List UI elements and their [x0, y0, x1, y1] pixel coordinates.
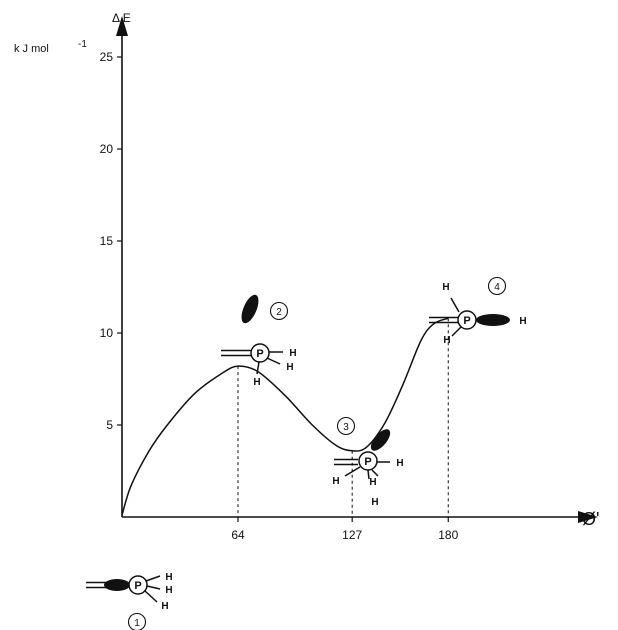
y-tick-label: 20 — [100, 142, 114, 156]
x-tick-label: 64 — [231, 528, 245, 542]
hydrogen-label: H — [369, 477, 376, 488]
bond-line — [145, 575, 161, 582]
phosphorus-label: P — [134, 580, 141, 592]
phosphorus-atom — [128, 575, 148, 595]
energy-curve — [121, 317, 449, 516]
lone-pair-lobe — [370, 429, 391, 451]
lone-pair-lobe — [241, 294, 259, 324]
y-axis-exponent: -1 — [78, 39, 87, 50]
axes — [116, 16, 598, 523]
hydrogen-label: H — [289, 348, 296, 359]
hydrogen-label: H — [286, 362, 293, 373]
conformer-number: 4 — [494, 282, 500, 293]
x-axis-arrow — [578, 511, 598, 523]
conformer-number-circle — [127, 612, 147, 630]
conformer-number: 1 — [134, 618, 140, 629]
y-axis-arrow — [116, 16, 128, 36]
ticks: 5 10 15 20 25 64 127 180 — [100, 50, 459, 542]
conformer-number-circle — [269, 301, 289, 321]
hydrogen-label: H — [519, 316, 526, 327]
hydrogen-label: H — [442, 282, 449, 293]
lone-pair-lobe — [476, 314, 510, 326]
bond-line — [256, 361, 260, 375]
y-axis-symbol: Δ E — [112, 11, 131, 25]
bond-line — [344, 466, 361, 477]
conformer-3: P HH HH3 — [332, 416, 404, 508]
hydrogen-label: H — [371, 497, 378, 508]
phosphorus-atom — [250, 343, 270, 363]
phosphorus-label: P — [364, 456, 371, 468]
x-tick-label: 180 — [438, 528, 458, 542]
conformer-number-circle — [487, 276, 507, 296]
bond-line — [266, 357, 281, 365]
hydrogen-label: H — [332, 476, 339, 487]
labels: Δ E k J mol -1 Ø' — [14, 11, 599, 529]
bond-line — [146, 585, 161, 590]
y-tick-label: 5 — [106, 418, 113, 432]
bond-line — [450, 297, 460, 313]
conformer-4: P H H H 4 — [429, 276, 527, 346]
phosphorus-label: P — [256, 348, 263, 360]
y-tick-label: 25 — [100, 50, 114, 64]
x-axis-label: Ø' — [582, 509, 599, 529]
bond-line — [144, 590, 158, 603]
hydrogen-label: H — [443, 335, 450, 346]
hydrogen-label: H — [165, 572, 172, 583]
hydrogen-label: H — [165, 585, 172, 596]
hydrogen-label: H — [396, 458, 403, 469]
bond-line — [451, 326, 462, 337]
bond-line — [371, 469, 379, 477]
hydrogen-label: H — [161, 601, 168, 612]
hydrogen-label: H — [253, 377, 260, 388]
lone-pair-lobe — [104, 579, 130, 591]
y-axis-units: k J mol — [14, 43, 49, 55]
conformer-number: 3 — [343, 422, 349, 433]
conformer-number: 2 — [276, 307, 282, 318]
x-tick-label: 127 — [342, 528, 362, 542]
conformer-number-circle — [336, 416, 356, 436]
bond-line — [367, 469, 370, 480]
phosphorus-label: P — [463, 315, 470, 327]
guides — [237, 318, 449, 517]
y-tick-label: 15 — [100, 234, 114, 248]
y-tick-label: 10 — [100, 326, 114, 340]
curve-layer — [121, 317, 449, 516]
